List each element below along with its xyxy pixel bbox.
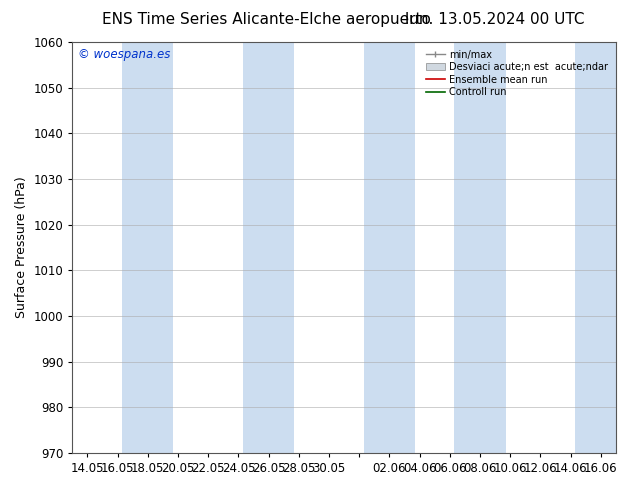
Y-axis label: Surface Pressure (hPa): Surface Pressure (hPa) <box>15 176 28 318</box>
Bar <box>243 42 294 453</box>
Bar <box>575 42 626 453</box>
Text: ENS Time Series Alicante-Elche aeropuerto: ENS Time Series Alicante-Elche aeropuert… <box>102 12 430 27</box>
Legend: min/max, Desviaci acute;n est  acute;ndar, Ensemble mean run, Controll run: min/max, Desviaci acute;n est acute;ndar… <box>423 47 611 100</box>
Text: © woespana.es: © woespana.es <box>78 48 170 61</box>
Bar <box>364 42 415 453</box>
Bar <box>122 42 174 453</box>
Bar <box>455 42 506 453</box>
Text: lun. 13.05.2024 00 UTC: lun. 13.05.2024 00 UTC <box>404 12 585 27</box>
